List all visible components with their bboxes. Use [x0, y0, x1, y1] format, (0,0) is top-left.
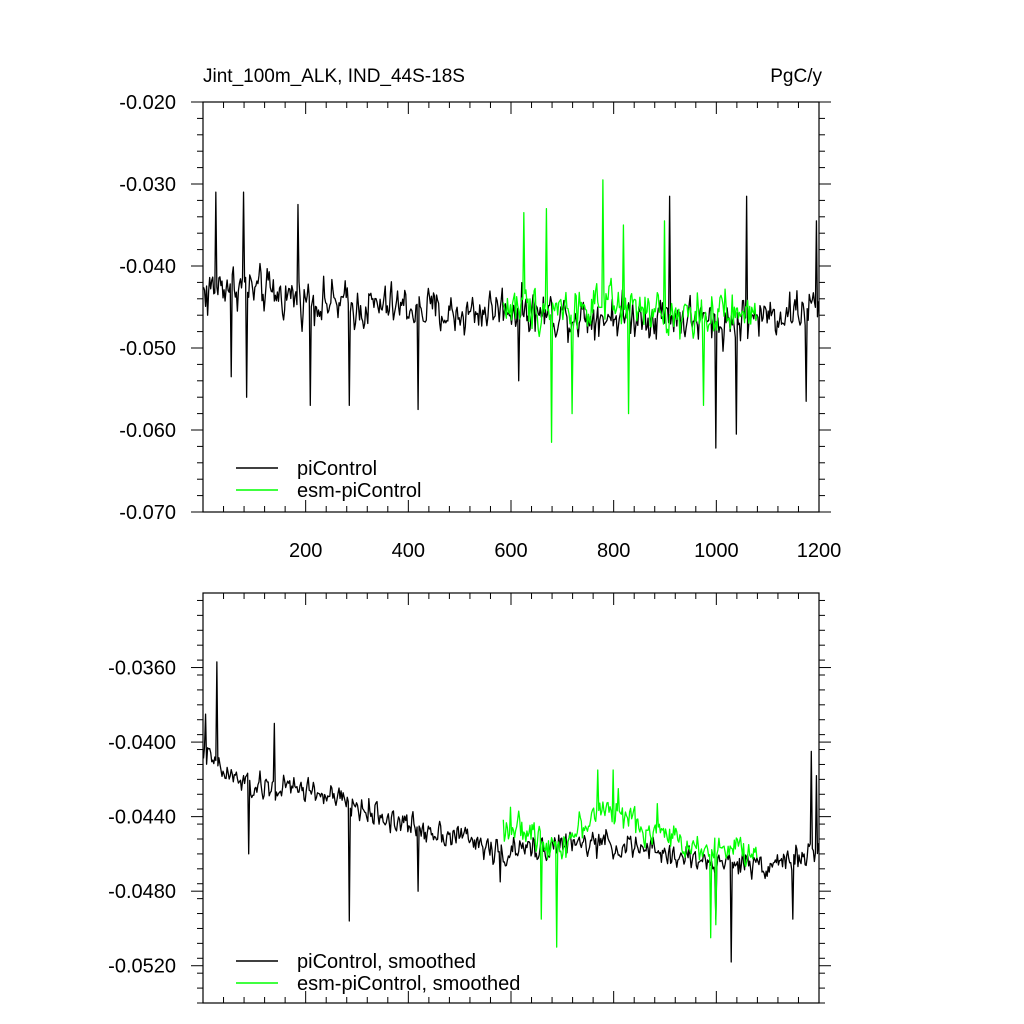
top-y-tick-label: -0.050	[119, 338, 176, 360]
top-x-tick-label: 800	[597, 540, 630, 562]
bottom-legend-label-esm-picontrol: esm-piControl, smoothed	[297, 973, 520, 995]
top-panel: Jint_100m_ALK, IND_44S-18S PgC/y 200 400 6…	[119, 66, 841, 562]
bottom-ticks-group: -0.0520 -0.0480 -0.0440 -0.0400 -0.0360	[108, 593, 831, 1004]
top-y-tick-label: -0.040	[119, 256, 176, 278]
top-series-group	[202, 179, 820, 449]
top-panel-units: PgC/y	[770, 66, 822, 87]
top-y-tick-label: -0.030	[119, 174, 176, 196]
bottom-series-esm-picontrol-smoothed	[502, 769, 758, 948]
top-ticks-group: 200 400 600 800 1000 1200 -0.070 -0.060 -0.050 -0…	[119, 92, 841, 562]
bottom-y-tick-label: -0.0440	[108, 807, 176, 829]
top-x-tick-label: 400	[392, 540, 425, 562]
top-x-tick-label: 200	[289, 540, 322, 562]
bottom-y-tick-label: -0.0520	[108, 956, 176, 978]
top-x-tick-label: 1200	[797, 540, 842, 562]
top-x-tick-label: 600	[494, 540, 527, 562]
top-y-tick-label: -0.060	[119, 420, 176, 442]
top-legend-label-picontrol: piControl	[297, 458, 377, 480]
bottom-series-group	[202, 661, 820, 963]
bottom-legend-label-picontrol: piControl, smoothed	[297, 951, 476, 973]
top-legend-label-esm-picontrol: esm-piControl	[297, 480, 421, 502]
top-y-tick-label: -0.070	[119, 502, 176, 524]
bottom-y-tick-label: -0.0400	[108, 732, 176, 754]
bottom-panel: -0.0520 -0.0480 -0.0440 -0.0400 -0.0360 piCo…	[108, 592, 831, 1004]
bottom-y-tick-label: -0.0480	[108, 881, 176, 903]
top-panel-title: Jint_100m_ALK, IND_44S-18S	[203, 66, 465, 87]
top-series-esm-picontrol	[502, 179, 758, 443]
bottom-plot-frame	[202, 592, 820, 1004]
bottom-y-tick-label: -0.0360	[108, 658, 176, 680]
top-x-tick-label: 1000	[694, 540, 739, 562]
top-legend: piControl esm-piControl	[236, 458, 421, 502]
top-plot-frame	[202, 101, 820, 513]
top-y-tick-label: -0.020	[119, 92, 176, 114]
bottom-legend: piControl, smoothed esm-piControl, smoot…	[236, 951, 520, 995]
